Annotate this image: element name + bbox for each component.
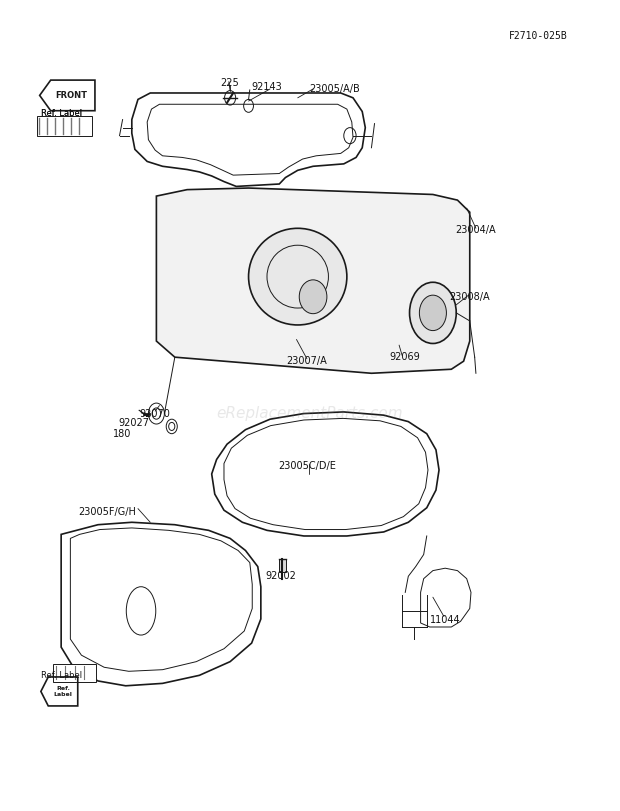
Ellipse shape	[299, 280, 327, 314]
Text: FRONT: FRONT	[56, 91, 87, 100]
Text: 23005C/D/E: 23005C/D/E	[278, 461, 336, 471]
Text: 23008/A: 23008/A	[450, 292, 490, 302]
Text: Ref. Label: Ref. Label	[40, 671, 82, 680]
Text: 23007/A: 23007/A	[286, 356, 327, 367]
Text: Ref. Label: Ref. Label	[40, 109, 82, 118]
Text: Ref. Label: Ref. Label	[40, 109, 82, 118]
FancyBboxPatch shape	[53, 664, 96, 682]
Text: 92027: 92027	[118, 418, 149, 428]
Text: 92069: 92069	[390, 352, 420, 363]
Text: 23004/A: 23004/A	[456, 225, 496, 235]
Text: 11044: 11044	[430, 615, 461, 624]
Text: 23005/A/B: 23005/A/B	[309, 84, 360, 94]
Polygon shape	[156, 188, 470, 373]
Text: 180: 180	[113, 429, 132, 439]
Circle shape	[410, 282, 456, 344]
FancyBboxPatch shape	[278, 560, 286, 573]
Text: 92070: 92070	[140, 409, 170, 418]
Text: F2710-025B: F2710-025B	[509, 31, 568, 41]
Text: 92002: 92002	[266, 571, 296, 581]
Text: Ref.
Label: Ref. Label	[53, 686, 73, 697]
Ellipse shape	[249, 229, 347, 325]
Text: eReplacementParts.com: eReplacementParts.com	[216, 406, 404, 421]
Circle shape	[419, 295, 446, 331]
FancyBboxPatch shape	[37, 115, 92, 136]
Text: 92143: 92143	[252, 83, 282, 92]
Text: 225: 225	[221, 79, 239, 88]
Text: 23005F/G/H: 23005F/G/H	[78, 507, 136, 517]
